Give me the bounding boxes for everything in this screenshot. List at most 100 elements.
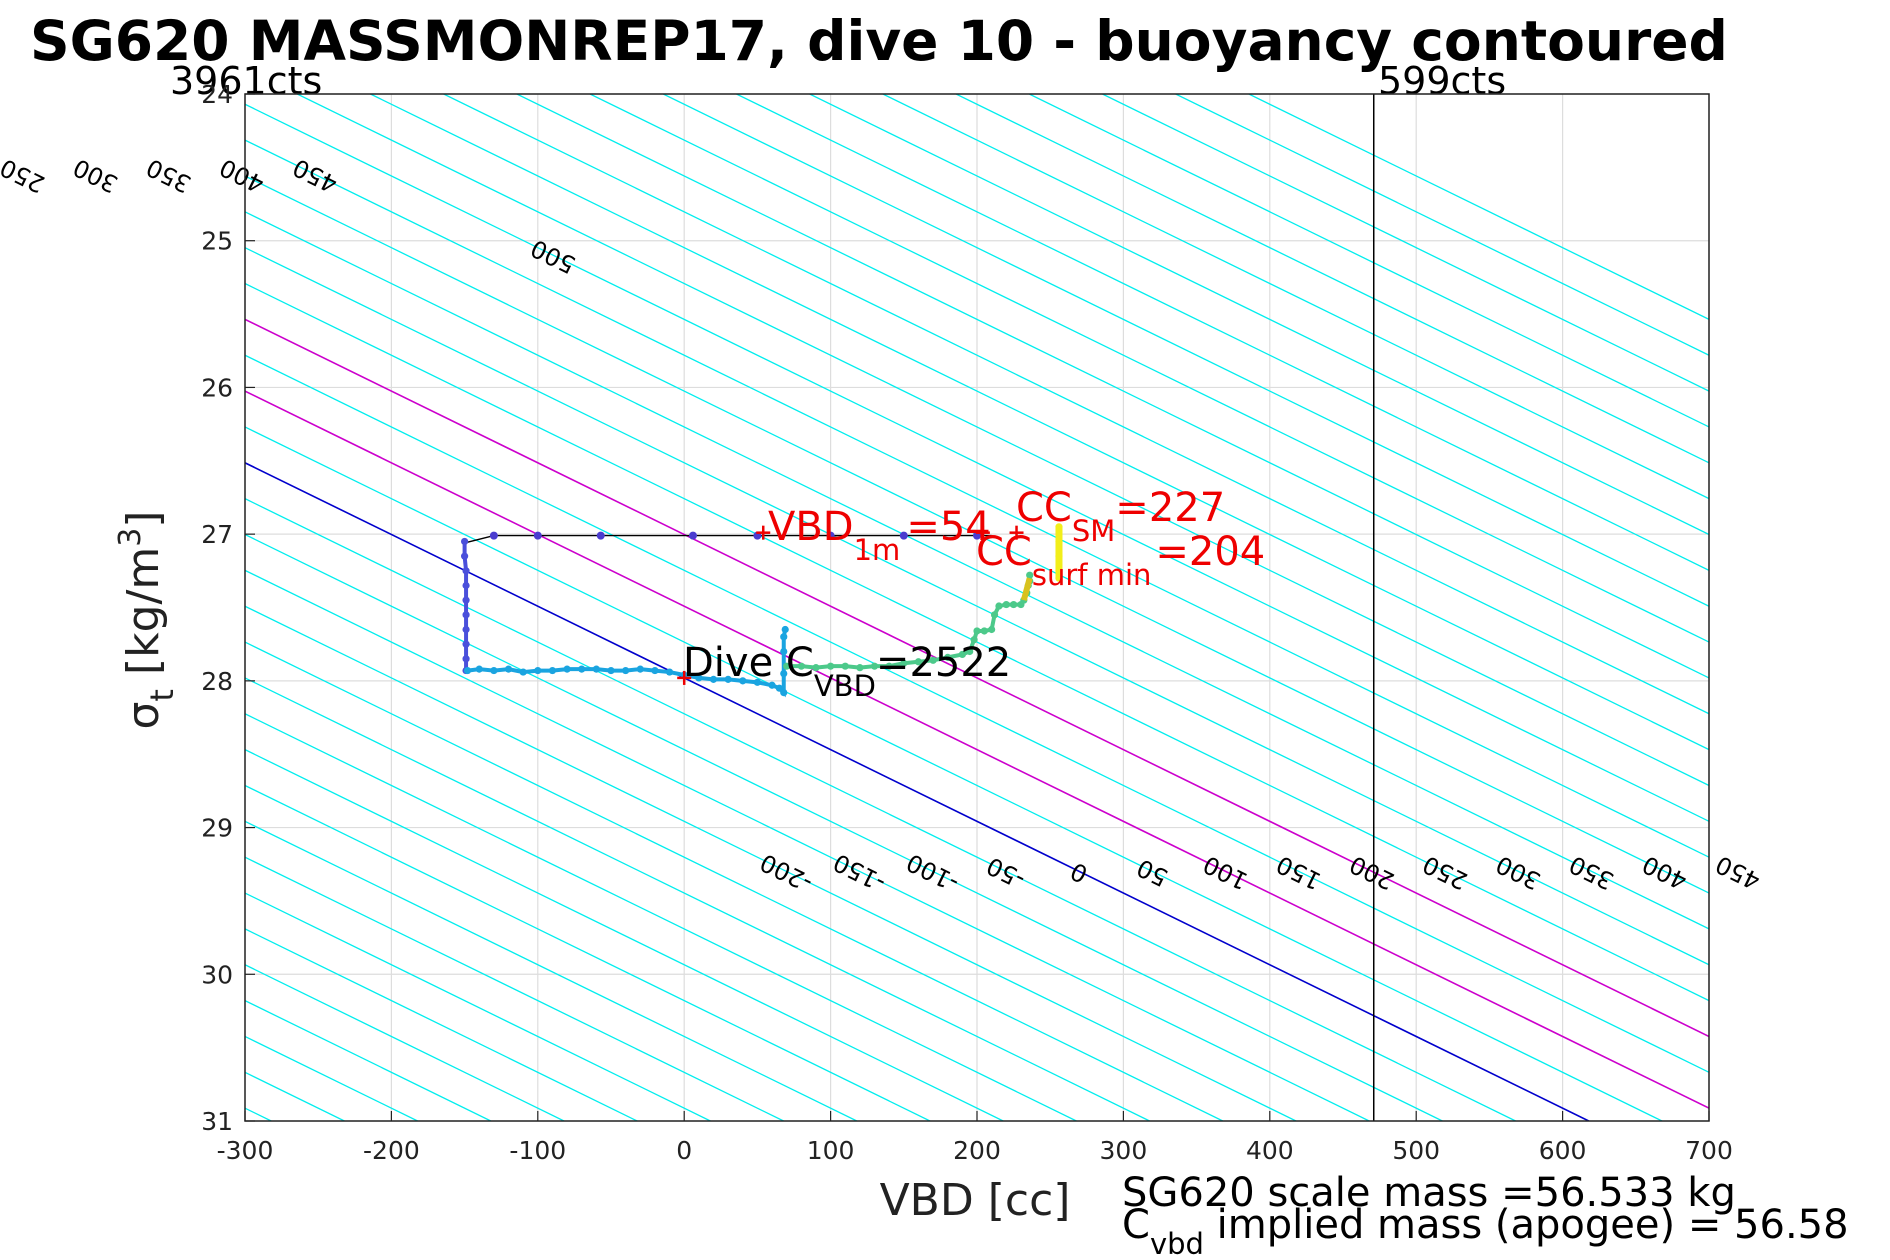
deep-point (780, 669, 788, 678)
contour-label: 100 (1199, 850, 1252, 895)
deep-point (665, 668, 674, 676)
buoyancy-contour (1102, 94, 1709, 392)
deep-point (695, 674, 703, 682)
x-tick-label: 100 (807, 1136, 855, 1165)
buoyancy-contour (245, 569, 1370, 1121)
deep-point (651, 666, 659, 675)
buoyancy-contour (245, 748, 1004, 1121)
contour-label: -50 (982, 851, 1030, 893)
marker-plus (975, 525, 990, 540)
buoyancy-contour (516, 94, 1709, 679)
x-tick-label: 300 (1100, 1136, 1148, 1165)
contour-label: 450 (288, 153, 341, 198)
deep-point (780, 647, 788, 656)
deep-point (548, 666, 557, 675)
contour-labels: -450-400-350-300-250-200-150-100-5005010… (0, 153, 1765, 897)
deep-point (578, 665, 586, 673)
ascent-upper-line (1020, 577, 1033, 601)
descent-point (462, 581, 470, 590)
ascent-point (812, 664, 820, 672)
x-tick-label: 400 (1246, 1136, 1294, 1165)
buoyancy-contour (245, 103, 1709, 823)
ascent-point (929, 656, 937, 664)
descent-point (462, 640, 470, 648)
contour-label: 350 (142, 153, 195, 198)
ascent-point (841, 662, 849, 670)
surface-point (1055, 537, 1063, 546)
descent-point (461, 537, 469, 546)
y-tick-label: 25 (201, 227, 233, 256)
buoyancy-contour (589, 94, 1709, 643)
y-axis-label: σt [kg/m3] (113, 511, 181, 730)
buoyancy-contour (245, 211, 1709, 930)
buoyancy-contour (809, 94, 1709, 536)
marker-plus (756, 525, 771, 540)
contour-label: -200 (756, 848, 817, 897)
contour-label: 300 (1492, 850, 1545, 895)
contour-label: 300 (69, 153, 122, 198)
buoyancy-contour (245, 1071, 345, 1121)
cc-surf-min-annotation: CCsurf min =204 (976, 529, 1265, 592)
ascent-point (856, 664, 864, 672)
deep-point (781, 625, 789, 634)
deep-point (775, 684, 783, 692)
deep-point (607, 666, 615, 675)
ascent-point (958, 650, 966, 659)
x-tick-label: 700 (1685, 1136, 1733, 1165)
deep-point (780, 633, 788, 641)
scale-mass-text: SG620 scale mass =56.533 kg (1122, 1170, 1736, 1216)
deep-point (724, 675, 732, 683)
implied-mass-text: Cvbd implied mass (apogee) = 56.58 (1122, 1202, 1849, 1260)
buoyancy-contour (1175, 94, 1709, 356)
magenta-contour (245, 390, 1709, 1110)
buoyancy-contour (245, 784, 931, 1121)
x-tick-label: 600 (1539, 1136, 1587, 1165)
ascent-point (914, 658, 923, 666)
ascent-point (783, 662, 791, 670)
buoyancy-contour (245, 820, 858, 1121)
buoyancy-contours (245, 94, 1709, 1121)
right-limit-label: 599cts (1378, 59, 1506, 103)
deep-point (534, 666, 542, 675)
ascent-point (900, 659, 908, 667)
contour-label: 200 (1345, 850, 1398, 895)
buoyancy-contour (245, 641, 1224, 1121)
y-tick-label: 27 (201, 520, 233, 549)
ascent-point (1026, 571, 1034, 579)
dive-cvbd-annotation: Dive CVBD=2522 (683, 640, 1011, 703)
contour-label: 50 (1132, 853, 1172, 892)
deep-point (504, 665, 513, 673)
ascent-point (970, 636, 978, 644)
ascent-point (980, 627, 988, 635)
buoyancy-contour (370, 94, 1709, 751)
surface-point (1055, 574, 1063, 582)
deep-point (739, 677, 747, 685)
buoyancy-contour (245, 533, 1443, 1121)
surface-track-line (464, 534, 992, 544)
buoyancy-contour (245, 139, 1709, 858)
deep-point (753, 678, 762, 686)
x-tick-label: -200 (363, 1136, 420, 1165)
deep-point (768, 681, 776, 689)
x-tick-label: 0 (676, 1136, 692, 1165)
buoyancy-contour (443, 94, 1709, 715)
buoyancy-contour (245, 964, 565, 1121)
contour-label: 250 (0, 153, 49, 198)
descent-point (462, 655, 470, 663)
contour-label: -150 (829, 848, 890, 897)
surface-point (899, 531, 908, 540)
marker-plus (677, 670, 692, 685)
buoyancy-contour (1248, 94, 1709, 321)
buoyancy-contour (245, 354, 1709, 1074)
ascent-point (1010, 600, 1018, 609)
deep-point (519, 668, 527, 676)
marker-plus (1009, 525, 1024, 540)
deep-point (636, 665, 644, 673)
ascent-point (1002, 600, 1010, 609)
surface-point (489, 531, 498, 540)
y-tick-label: 29 (201, 814, 233, 843)
buoyancy-contour (736, 94, 1709, 572)
contour-label: 250 (1418, 850, 1471, 895)
deep-point (780, 688, 788, 697)
